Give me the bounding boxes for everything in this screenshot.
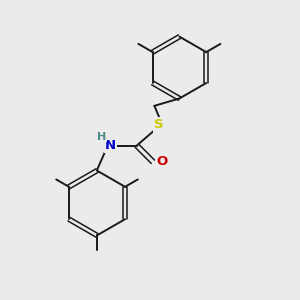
Text: O: O (157, 155, 168, 168)
Text: H: H (97, 132, 106, 142)
Text: N: N (105, 139, 116, 152)
Text: S: S (154, 118, 164, 131)
